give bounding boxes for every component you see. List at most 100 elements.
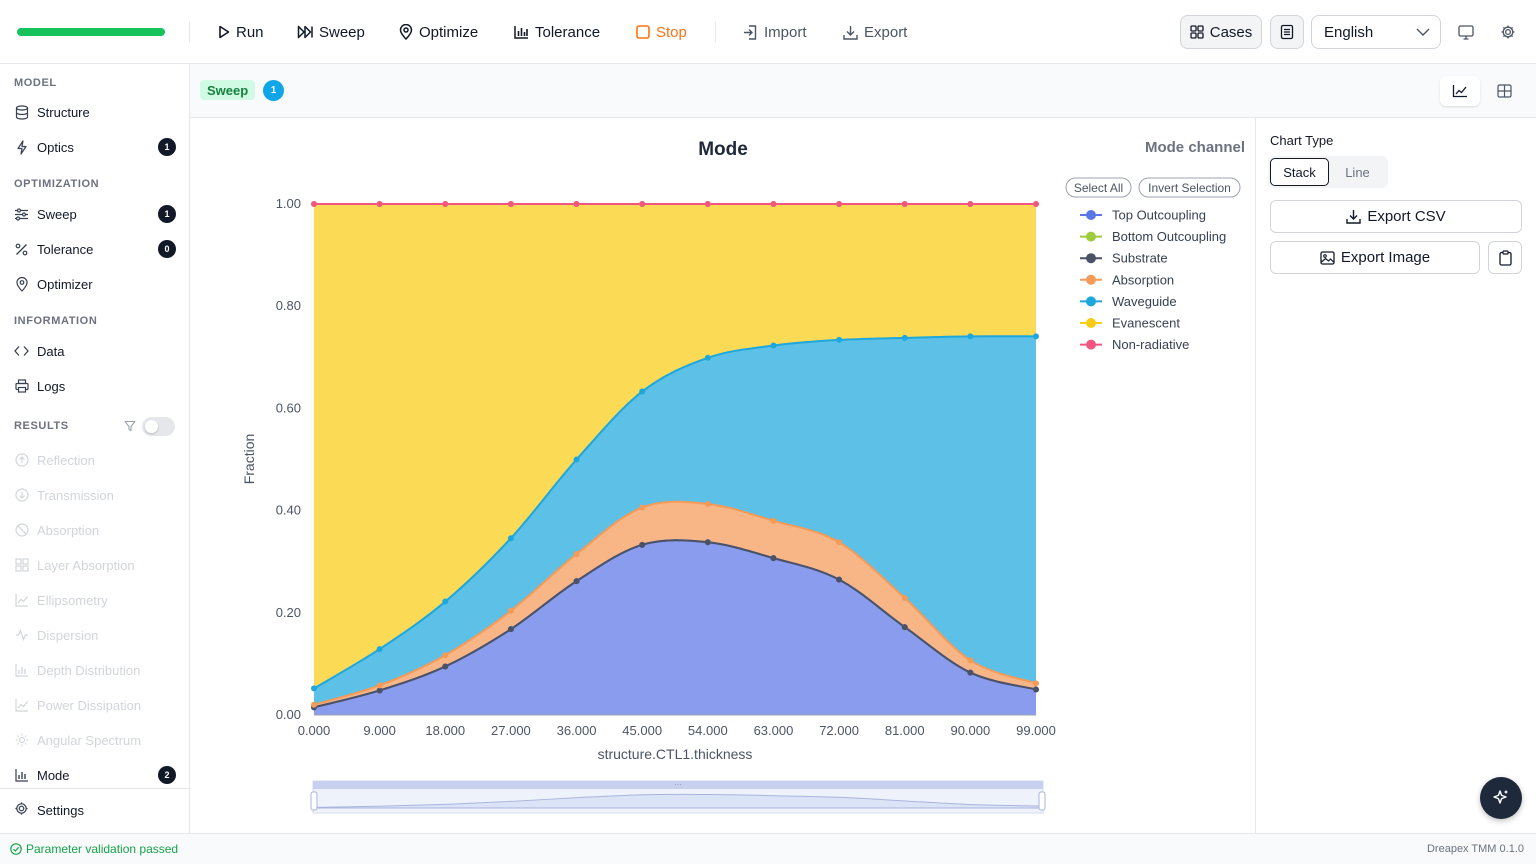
sweep-button[interactable]: Sweep <box>297 20 365 44</box>
point-waveguide[interactable] <box>573 456 580 463</box>
point-substrate[interactable] <box>770 555 777 562</box>
sidebar-item-sweep[interactable]: Sweep 1 <box>14 202 176 226</box>
point-non-radiative[interactable] <box>770 201 777 207</box>
legend-item-absorption[interactable]: Absorption <box>1080 272 1174 287</box>
point-substrate[interactable] <box>442 663 449 670</box>
point-absorption[interactable] <box>311 701 317 708</box>
point-non-radiative[interactable] <box>376 201 383 207</box>
cases-button[interactable]: Cases <box>1180 15 1262 49</box>
point-absorption[interactable] <box>507 607 514 614</box>
sidebar-item-reflection[interactable]: Reflection <box>14 448 176 472</box>
chart-type-line[interactable]: Line <box>1345 164 1370 180</box>
sidebar-item-data[interactable]: Data <box>14 339 176 363</box>
point-substrate[interactable] <box>573 578 580 585</box>
export-image-button[interactable]: Export Image <box>1270 241 1480 274</box>
export-button[interactable]: Export <box>843 20 907 44</box>
stop-button[interactable]: Stop <box>636 20 687 44</box>
point-substrate[interactable] <box>1033 686 1039 693</box>
tab-sweep[interactable]: Sweep <box>200 80 256 100</box>
sidebar-item-optimizer[interactable]: Optimizer <box>14 272 176 296</box>
sidebar-item-ellipsometry[interactable]: Ellipsometry <box>14 588 176 612</box>
sidebar-item-power-dissipation[interactable]: Power Dissipation <box>14 693 176 717</box>
import-button[interactable]: Import <box>743 20 807 44</box>
legend-item-evanescent[interactable]: Evanescent <box>1080 316 1180 331</box>
point-substrate[interactable] <box>967 669 974 676</box>
notes-button[interactable] <box>1270 15 1304 49</box>
point-absorption[interactable] <box>573 551 580 558</box>
point-absorption[interactable] <box>1033 680 1039 687</box>
sidebar-item-transmission[interactable]: Transmission <box>14 483 176 507</box>
point-waveguide[interactable] <box>836 336 843 343</box>
point-waveguide[interactable] <box>1033 333 1039 340</box>
point-absorption[interactable] <box>836 539 843 546</box>
sidebar-item-mode[interactable]: Mode 2 <box>14 763 176 787</box>
point-non-radiative[interactable] <box>704 201 711 207</box>
copy-image-button[interactable] <box>1488 241 1522 274</box>
sidebar-item-absorption[interactable]: Absorption <box>14 518 176 542</box>
point-substrate[interactable] <box>507 626 514 633</box>
monitor-button[interactable] <box>1456 22 1476 42</box>
point-waveguide[interactable] <box>311 685 317 692</box>
sidebar-item-depth-distribution[interactable]: Depth Distribution <box>14 658 176 682</box>
point-absorption[interactable] <box>967 657 974 664</box>
invert-selection-button[interactable]: Invert Selection <box>1138 177 1241 198</box>
legend-item-substrate[interactable]: Substrate <box>1080 251 1168 266</box>
point-substrate[interactable] <box>376 687 383 694</box>
sidebar-item-structure[interactable]: Structure <box>14 100 176 124</box>
point-non-radiative[interactable] <box>836 201 843 207</box>
point-waveguide[interactable] <box>967 333 974 340</box>
point-waveguide[interactable] <box>770 342 777 349</box>
sidebar-item-layer-absorption[interactable]: Layer Absorption <box>14 553 176 577</box>
point-absorption[interactable] <box>639 504 646 511</box>
sidebar-item-angular-spectrum[interactable]: Angular Spectrum <box>14 728 176 752</box>
ai-assistant-button[interactable] <box>1480 777 1522 819</box>
filter-icon[interactable] <box>124 419 136 435</box>
optimize-button[interactable]: Optimize <box>399 20 478 44</box>
data-zoom-slider[interactable]: ⋯ <box>310 780 1046 814</box>
export-csv-button[interactable]: Export CSV <box>1270 200 1522 233</box>
point-absorption[interactable] <box>770 517 777 524</box>
point-waveguide[interactable] <box>442 598 449 605</box>
settings-button[interactable] <box>1498 22 1518 42</box>
point-absorption[interactable] <box>704 500 711 507</box>
zoom-handle-left[interactable] <box>310 791 318 811</box>
point-absorption[interactable] <box>376 682 383 689</box>
point-substrate[interactable] <box>901 624 908 631</box>
point-absorption[interactable] <box>901 594 908 601</box>
sidebar-item-tolerance[interactable]: Tolerance 0 <box>14 237 176 261</box>
legend-item-non-radiative[interactable]: Non-radiative <box>1080 337 1189 352</box>
point-substrate[interactable] <box>704 539 711 546</box>
run-button[interactable]: Run <box>218 20 264 44</box>
point-waveguide[interactable] <box>507 535 514 542</box>
legend-item-waveguide[interactable]: Waveguide <box>1080 294 1177 309</box>
point-waveguide[interactable] <box>901 334 908 341</box>
point-non-radiative[interactable] <box>967 201 974 207</box>
sidebar-item-dispersion[interactable]: Dispersion <box>14 623 176 647</box>
point-non-radiative[interactable] <box>507 201 514 207</box>
point-waveguide[interactable] <box>376 646 383 653</box>
zoom-handle-right[interactable] <box>1038 791 1046 811</box>
point-non-radiative[interactable] <box>311 201 317 207</box>
point-waveguide[interactable] <box>639 388 646 395</box>
table-view-button[interactable] <box>1484 76 1524 106</box>
point-non-radiative[interactable] <box>901 201 908 207</box>
point-absorption[interactable] <box>442 652 449 659</box>
point-non-radiative[interactable] <box>639 201 646 207</box>
point-non-radiative[interactable] <box>1033 201 1039 207</box>
legend-item-top-outcoupling[interactable]: Top Outcoupling <box>1080 208 1206 223</box>
sidebar-item-logs[interactable]: Logs <box>14 374 176 398</box>
select-all-button[interactable]: Select All <box>1065 177 1132 198</box>
chart-type-stack[interactable]: Stack <box>1270 158 1329 186</box>
point-substrate[interactable] <box>639 541 646 548</box>
tolerance-button[interactable]: Tolerance <box>514 20 600 44</box>
sidebar-item-settings[interactable]: Settings <box>14 801 84 819</box>
sidebar-item-optics[interactable]: Optics 1 <box>14 135 176 159</box>
results-filter-toggle[interactable] <box>142 417 175 436</box>
legend-item-bottom-outcoupling[interactable]: Bottom Outcoupling <box>1080 229 1226 244</box>
point-substrate[interactable] <box>836 576 843 583</box>
chart-view-button[interactable] <box>1440 76 1480 106</box>
language-select[interactable]: English <box>1311 15 1441 49</box>
point-waveguide[interactable] <box>704 354 711 361</box>
point-non-radiative[interactable] <box>442 201 449 207</box>
point-non-radiative[interactable] <box>573 201 580 207</box>
